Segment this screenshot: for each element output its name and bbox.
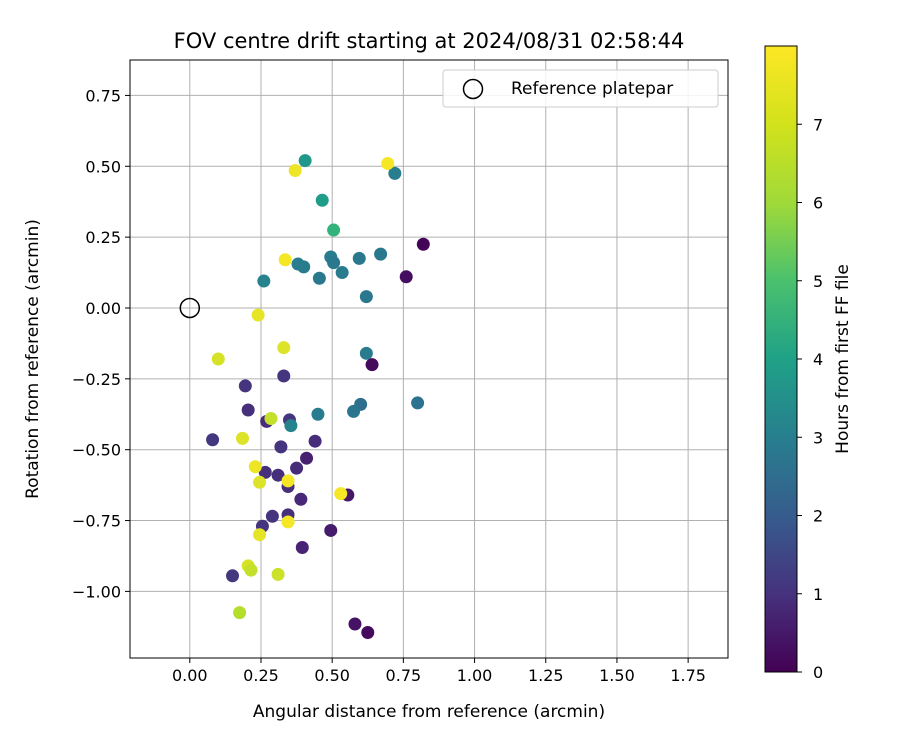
legend-marker-reference [462, 78, 484, 100]
data-point [359, 290, 373, 304]
x-tick-label: 0.25 [243, 666, 279, 685]
data-point [253, 528, 267, 542]
colorbar-ticks: 0 1 2 3 4 5 6 7 [797, 115, 823, 682]
colorbar-tick-label: 2 [813, 507, 823, 526]
data-point [347, 404, 361, 418]
data-point [235, 431, 249, 445]
chart-title: FOV centre drift starting at 2024/08/31 … [174, 29, 685, 53]
data-point [298, 154, 312, 168]
x-tick-label: 0.50 [314, 666, 350, 685]
data-point [399, 270, 413, 284]
data-point [277, 341, 291, 355]
data-point [365, 358, 379, 372]
y-tick-label: −1.00 [72, 582, 121, 601]
grid-lines [130, 60, 728, 658]
data-point [251, 308, 265, 322]
data-point [416, 237, 430, 251]
data-point [295, 540, 309, 554]
data-point [226, 569, 240, 583]
y-tick-label: −0.75 [72, 512, 121, 531]
data-point [278, 253, 292, 267]
data-point [281, 515, 295, 529]
reference-point-marker [179, 297, 201, 319]
data-point [352, 251, 366, 265]
legend: Reference platepar [442, 69, 719, 108]
data-point [361, 625, 375, 639]
y-tick-label: 0.00 [85, 299, 121, 318]
x-tick-label: 1.00 [457, 666, 493, 685]
data-point [211, 352, 225, 366]
data-point [327, 223, 341, 237]
x-tick-label: 0.75 [386, 666, 422, 685]
colorbar-tick-label: 7 [813, 115, 823, 134]
data-point [206, 433, 220, 447]
data-point [284, 419, 298, 433]
x-tick-label: 1.75 [670, 666, 706, 685]
y-tick-label: −0.25 [72, 370, 121, 389]
data-point [271, 468, 285, 482]
data-point [359, 346, 373, 360]
legend-box [442, 69, 719, 108]
y-tick-label: 0.75 [85, 86, 121, 105]
data-point [315, 193, 329, 207]
data-point [274, 440, 288, 454]
data-point [238, 379, 252, 393]
colorbar-tick-label: 4 [813, 350, 823, 369]
data-point [335, 266, 349, 280]
data-point [257, 274, 271, 288]
legend-label-reference: Reference platepar [511, 79, 673, 99]
colorbar-tick-label: 0 [813, 663, 823, 682]
data-point [281, 474, 295, 488]
x-tick-label: 1.25 [528, 666, 564, 685]
reference-marker [179, 297, 201, 319]
x-axis-label: Angular distance from reference (arcmin) [253, 702, 605, 722]
data-point [308, 434, 322, 448]
data-point [348, 617, 362, 631]
data-point [388, 166, 402, 180]
data-point [297, 260, 311, 274]
data-point [233, 606, 247, 620]
y-tick-label: 0.50 [85, 157, 121, 176]
data-point [248, 460, 262, 474]
x-tick-label: 1.50 [599, 666, 635, 685]
data-point [258, 465, 272, 479]
data-point [271, 567, 285, 581]
y-tick-label: 0.25 [85, 228, 121, 247]
data-point [374, 247, 388, 261]
data-point [290, 461, 304, 475]
data-point [277, 369, 291, 383]
data-point [265, 509, 279, 523]
data-point [241, 403, 255, 417]
data-point [311, 407, 325, 421]
data-point [294, 492, 308, 506]
data-point [312, 271, 326, 285]
x-tick-label: 0.00 [172, 666, 208, 685]
colorbar-tick-label: 1 [813, 585, 823, 604]
y-tick-label: −0.50 [72, 441, 121, 460]
data-point [327, 256, 341, 270]
data-point [253, 475, 267, 489]
x-axis-ticks: 0.00 0.25 0.50 0.75 1.00 1.25 1.50 1.75 [172, 658, 706, 685]
data-point [381, 156, 395, 170]
colorbar-gradient [764, 45, 798, 673]
data-point [324, 523, 338, 537]
y-axis-label: Rotation from reference (arcmin) [23, 219, 43, 499]
data-point [288, 164, 302, 178]
colorbar-tick-label: 5 [813, 272, 823, 291]
y-axis-ticks: −1.00 −0.75 −0.50 −0.25 0.00 0.25 0.50 0.75 [72, 86, 130, 601]
data-point [300, 451, 314, 465]
data-point [264, 412, 278, 426]
colorbar-label: Hours from first FF file [833, 264, 853, 454]
data-point [411, 396, 425, 410]
data-point [334, 487, 348, 501]
plot-frame [129, 59, 729, 659]
colorbar-tick-label: 3 [813, 428, 823, 447]
data-points [206, 154, 430, 639]
data-point [244, 563, 258, 577]
colorbar-tick-label: 6 [813, 194, 823, 213]
colorbar: 0 1 2 3 4 5 6 7 Hours from first FF file [764, 45, 853, 682]
